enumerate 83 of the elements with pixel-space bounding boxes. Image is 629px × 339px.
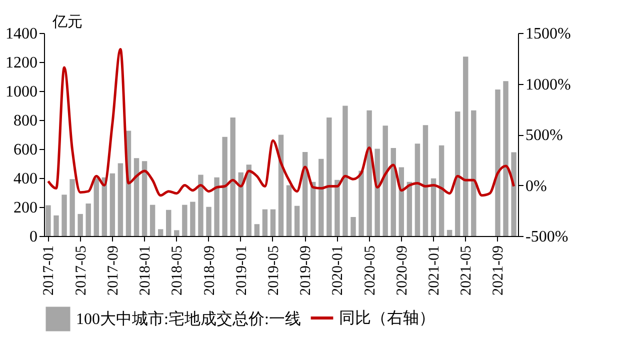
- bar: [198, 174, 204, 236]
- y2-tick-label: 0%: [526, 178, 547, 195]
- x-tick-label: 2018-01: [138, 246, 154, 296]
- x-tick-label: 2020-09: [394, 246, 410, 296]
- bar: [390, 148, 396, 236]
- bar: [158, 229, 164, 236]
- bar: [142, 161, 148, 236]
- bar: [471, 110, 476, 236]
- bar: [62, 194, 67, 236]
- bar: [374, 148, 380, 236]
- bar: [350, 217, 356, 236]
- bar: [463, 56, 468, 236]
- y-tick-label: 200: [14, 200, 38, 216]
- bar: [446, 230, 452, 236]
- bar: [166, 210, 172, 236]
- y-tick-label: 800: [14, 112, 38, 130]
- bar: [286, 185, 292, 236]
- y2-tick-label: -500%: [526, 228, 568, 246]
- y-tick-label: 1000: [6, 84, 38, 100]
- bar: [86, 204, 91, 236]
- x-tick-label: 2017-01: [41, 246, 58, 296]
- bar: [78, 214, 83, 236]
- bar: [366, 110, 372, 236]
- line-series: [46, 48, 516, 197]
- y-tick-label: 600: [14, 142, 38, 158]
- x-tick-label: 2017-05: [73, 246, 90, 296]
- bar: [430, 178, 436, 236]
- y-axis-title: 亿元: [52, 14, 82, 30]
- y2-tick-label: 1000%: [526, 76, 571, 94]
- bar: [326, 118, 332, 236]
- x-tick-label: 2017-09: [105, 246, 122, 296]
- bar: [94, 178, 99, 236]
- bar: [190, 202, 196, 236]
- bar: [214, 177, 220, 236]
- y-tick-label: 1200: [6, 54, 38, 72]
- bar: [254, 224, 260, 236]
- bar: [294, 206, 300, 236]
- x-tick-label: 2019-09: [298, 246, 314, 296]
- bar: [382, 126, 388, 236]
- bar: [406, 182, 412, 236]
- bar: [438, 145, 444, 236]
- bar: [54, 215, 59, 236]
- x-tick-label: 2021-09: [490, 246, 507, 296]
- legend-label: 100大中城市:宅地成交总价:一线: [76, 310, 301, 328]
- x-tick-label: 2020-05: [362, 246, 378, 296]
- bar: [46, 205, 51, 236]
- x-tick-label: 2019-05: [266, 246, 282, 296]
- bar: [118, 163, 124, 236]
- bar: [503, 81, 508, 236]
- y2-tick-label: 1500%: [526, 26, 571, 42]
- bar: [238, 172, 244, 236]
- bar: [174, 230, 180, 236]
- bar: [150, 204, 156, 236]
- bar: [206, 206, 212, 236]
- x-tick-label: 2021-01: [426, 246, 443, 296]
- legend-label: 同比（右轴）: [339, 309, 435, 327]
- bar: [334, 180, 340, 236]
- bar: [422, 125, 428, 236]
- bar: [511, 152, 516, 236]
- y-tick-label: 0: [30, 228, 38, 246]
- bar: [358, 170, 364, 236]
- bar: [495, 90, 500, 236]
- x-tick-label: 2021-05: [458, 246, 475, 296]
- bar: [342, 106, 348, 236]
- bar: [134, 158, 140, 236]
- x-tick-label: 2020-01: [330, 246, 346, 296]
- bar: [270, 209, 276, 236]
- bar: [414, 144, 420, 236]
- bar: [222, 136, 228, 236]
- bar: [246, 164, 252, 236]
- y2-tick-label: 500%: [526, 127, 563, 144]
- x-tick-label: 2019-01: [234, 246, 250, 296]
- bar: [318, 158, 324, 236]
- x-tick-label: 2018-05: [170, 246, 186, 296]
- bar: [230, 118, 236, 236]
- y-tick-label: 1400: [6, 26, 38, 42]
- bar: [262, 209, 268, 236]
- bar: [454, 111, 460, 236]
- bar: [182, 204, 188, 236]
- bar: [110, 173, 116, 236]
- x-tick-label: 2018-09: [202, 246, 218, 296]
- bar: [70, 179, 75, 236]
- y-tick-label: 400: [14, 170, 38, 188]
